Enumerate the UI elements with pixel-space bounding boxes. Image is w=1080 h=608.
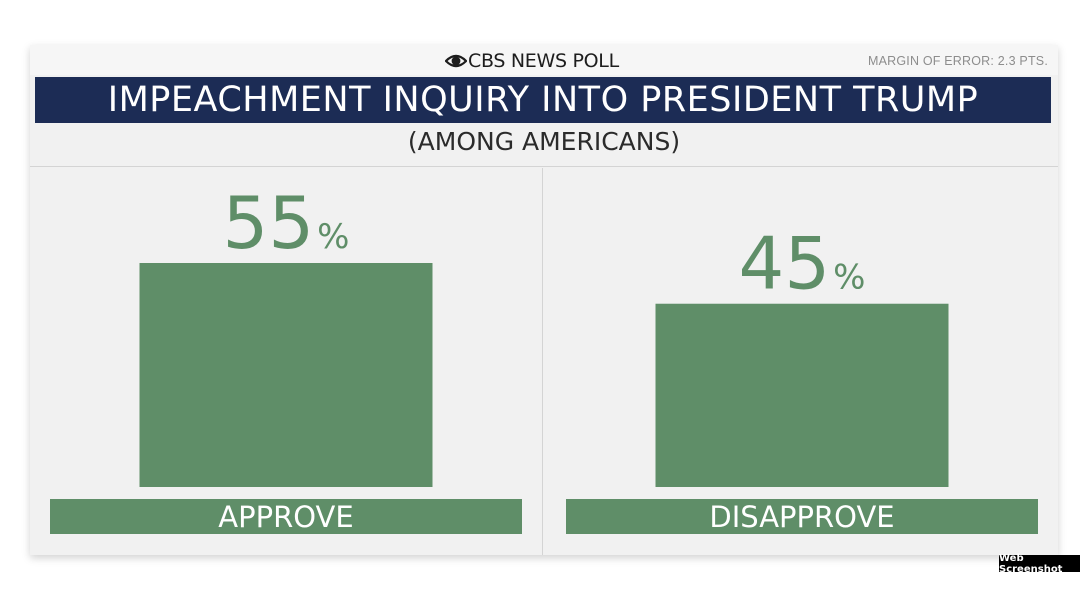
category-label-bar-approve (50, 499, 522, 534)
bar-disapprove (655, 303, 949, 487)
poll-card: CBS NEWS POLL MARGIN OF ERROR: 2.3 PTS. … (30, 45, 1058, 555)
logo-text: CBS NEWS POLL (468, 50, 619, 72)
header-strip: CBS NEWS POLL MARGIN OF ERROR: 2.3 PTS. (30, 45, 1058, 75)
bar-approve (139, 263, 433, 487)
chart-subtitle: (AMONG AMERICANS) (407, 127, 681, 156)
category-label-disapprove: DISAPPROVE (709, 500, 894, 534)
category-label-bar-disapprove (566, 499, 1038, 534)
header-divider (30, 166, 1058, 167)
margin-of-error: MARGIN OF ERROR: 2.3 PTS. (867, 54, 1048, 68)
chart-title: IMPEACHMENT INQUIRY INTO PRESIDENT TRUMP (107, 80, 979, 120)
category-label-approve: APPROVE (218, 500, 353, 534)
bar-chart: 55% APPROVE 45% DISAPPROVE (50, 181, 1038, 534)
value-label-disapprove: 45% (739, 222, 866, 306)
value-label-approve: 55% (223, 181, 350, 265)
title-bar: IMPEACHMENT INQUIRY INTO PRESIDENT TRUMP (35, 77, 1051, 123)
web-screenshot-tag: Web Screenshot (999, 553, 1080, 575)
column-divider (542, 168, 543, 555)
cbs-logo: CBS NEWS POLL (445, 49, 619, 73)
cbs-eye-icon (445, 54, 467, 68)
